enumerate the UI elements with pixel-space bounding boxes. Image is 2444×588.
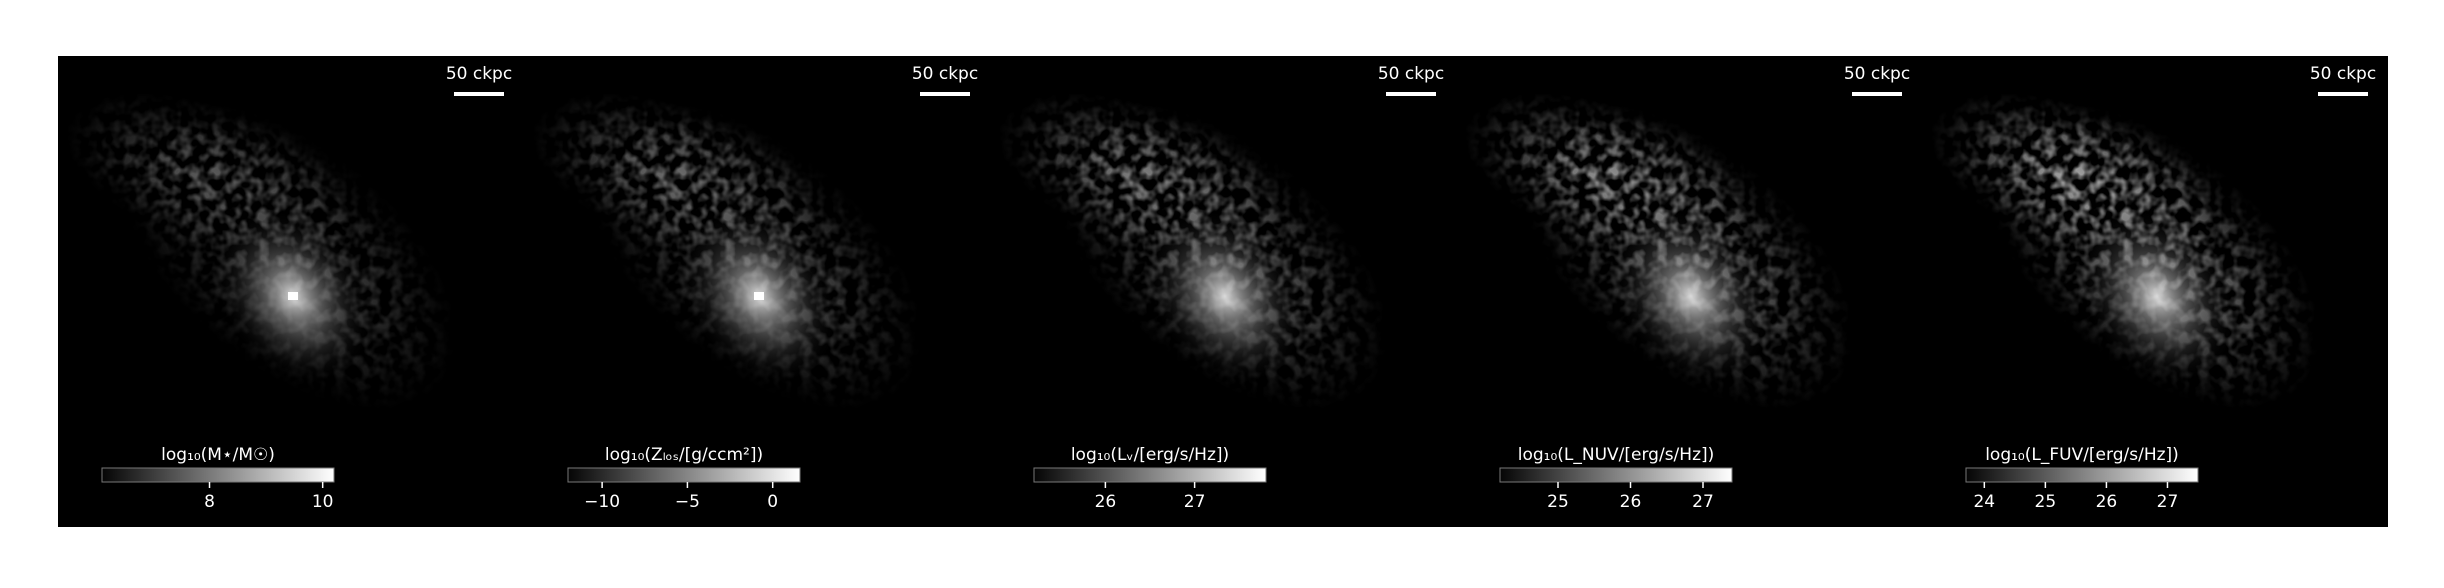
- colorbar-label: log₁₀(M⋆/M☉): [161, 445, 275, 465]
- map-core: [2077, 208, 2237, 384]
- colorbar-tick-label: −5: [675, 492, 700, 512]
- panel: 50 ckpc log₁₀(M⋆/M☉) 8 10: [58, 56, 524, 527]
- colorbar-tick-label: 24: [1973, 492, 1995, 512]
- colorbar: [1499, 467, 1733, 483]
- map-peak: [754, 292, 764, 300]
- colorbar-tick-label: 25: [2035, 492, 2057, 512]
- map-core: [1611, 208, 1771, 384]
- scale-bar-label: 50 ckpc: [2310, 64, 2376, 84]
- colorbar: [567, 467, 801, 483]
- colorbar-tick-label: −10: [584, 492, 620, 512]
- scale-bar-label: 50 ckpc: [1378, 64, 1444, 84]
- scale-bar-label: 50 ckpc: [446, 64, 512, 84]
- map-image: [524, 56, 990, 527]
- panel: 50 ckpc log₁₀(Zₗₒₛ/[g/ccm²]) −10 −5 0: [524, 56, 990, 527]
- colorbar-tick-label: 27: [1184, 492, 1206, 512]
- colorbar-label: log₁₀(L_NUV/[erg/s/Hz]): [1518, 445, 1715, 465]
- panel: 50 ckpc log₁₀(Lᵥ/[erg/s/Hz]) 26 27: [990, 56, 1456, 527]
- colorbar-tick-label: 26: [1620, 492, 1642, 512]
- map-image: [1456, 56, 1922, 527]
- colorbar-tick-label: 10: [312, 492, 334, 512]
- panel: 50 ckpc log₁₀(L_FUV/[erg/s/Hz]) 24 25 26 27: [1922, 56, 2388, 527]
- colorbar: [1033, 467, 1267, 483]
- colorbar-label: log₁₀(Lᵥ/[erg/s/Hz]): [1071, 445, 1229, 465]
- colorbar-tick-label: 27: [1692, 492, 1714, 512]
- colorbar-tick-label: 8: [204, 492, 215, 512]
- colorbar-tick-label: 25: [1547, 492, 1569, 512]
- map-image: [58, 56, 524, 527]
- colorbar: [101, 467, 335, 483]
- colorbar: [1965, 467, 2199, 483]
- colorbar-tick-label: 27: [2157, 492, 2179, 512]
- colorbar-label: log₁₀(L_FUV/[erg/s/Hz]): [1985, 445, 2179, 465]
- map-image: [1922, 56, 2388, 527]
- map-image: [990, 56, 1456, 527]
- scale-bar-label: 50 ckpc: [1844, 64, 1910, 84]
- scale-bar-label: 50 ckpc: [912, 64, 978, 84]
- colorbar-tick-label: 0: [767, 492, 778, 512]
- map-peak: [288, 292, 298, 300]
- panel: 50 ckpc log₁₀(L_NUV/[erg/s/Hz]) 25 26 27: [1456, 56, 1922, 527]
- colorbar-tick-label: 26: [1095, 492, 1117, 512]
- colorbar-label: log₁₀(Zₗₒₛ/[g/ccm²]): [605, 445, 763, 465]
- colorbar-tick-label: 26: [2096, 492, 2118, 512]
- map-core: [1145, 208, 1305, 384]
